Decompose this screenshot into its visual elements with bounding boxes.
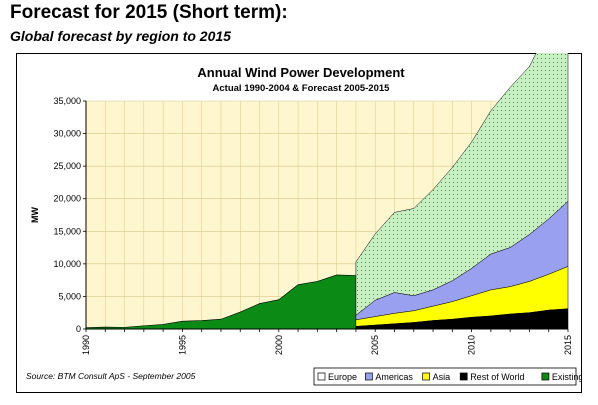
chart-title: Annual Wind Power Development bbox=[197, 65, 405, 80]
slide-title: Forecast for 2015 (Short term): bbox=[10, 2, 288, 23]
x-tick-label: 2010 bbox=[467, 335, 477, 355]
axes: 0 5,000 10,000 15,000 20,000 25,000 30,000 35,0… bbox=[53, 96, 573, 355]
y-tick-label: 30,000 bbox=[53, 129, 81, 139]
legend-label-asia: Asia bbox=[433, 372, 451, 382]
legend-swatch-rest-of-world bbox=[459, 372, 468, 381]
legend-label-rest-of-world: Rest of World bbox=[470, 372, 524, 382]
chart-subtitle: Actual 1990-2004 & Forecast 2005-2015 bbox=[213, 83, 391, 94]
legend-swatch-europe bbox=[317, 372, 326, 381]
wind-power-chart: Annual Wind Power Development Actual 199… bbox=[16, 53, 582, 393]
x-tick-label: 1995 bbox=[177, 335, 187, 355]
slide-subtitle: Global forecast by region to 2015 bbox=[10, 28, 231, 44]
x-tick-label: 2000 bbox=[274, 335, 284, 355]
y-tick-label: 25,000 bbox=[53, 161, 81, 171]
legend-swatch-americas bbox=[365, 372, 373, 381]
legend-swatch-existing bbox=[541, 372, 550, 381]
y-tick-label: 0 bbox=[76, 324, 81, 334]
x-tick-label: 1990 bbox=[81, 335, 91, 355]
legend-swatch-asia bbox=[422, 372, 430, 381]
legend: Europe Americas Asia Rest of World Existing bbox=[313, 367, 582, 386]
legend-label-europe: Europe bbox=[328, 372, 357, 382]
y-tick-label: 10,000 bbox=[53, 259, 81, 269]
area-series bbox=[85, 53, 569, 330]
legend-label-americas: Americas bbox=[375, 372, 413, 382]
y-tick-label: 35,000 bbox=[53, 96, 81, 106]
legend-label-existing: Existing bbox=[552, 372, 582, 382]
x-tick-label: 2005 bbox=[370, 335, 380, 355]
y-tick-label: 5,000 bbox=[58, 291, 81, 301]
y-tick-label: 20,000 bbox=[53, 194, 81, 204]
x-tick-label: 2015 bbox=[563, 335, 573, 355]
y-tick-label: 15,000 bbox=[53, 226, 81, 236]
y-axis-label: MW bbox=[30, 207, 40, 223]
legend-box bbox=[313, 367, 577, 386]
source-note: Source: BTM Consult ApS - September 2005 bbox=[26, 371, 196, 381]
